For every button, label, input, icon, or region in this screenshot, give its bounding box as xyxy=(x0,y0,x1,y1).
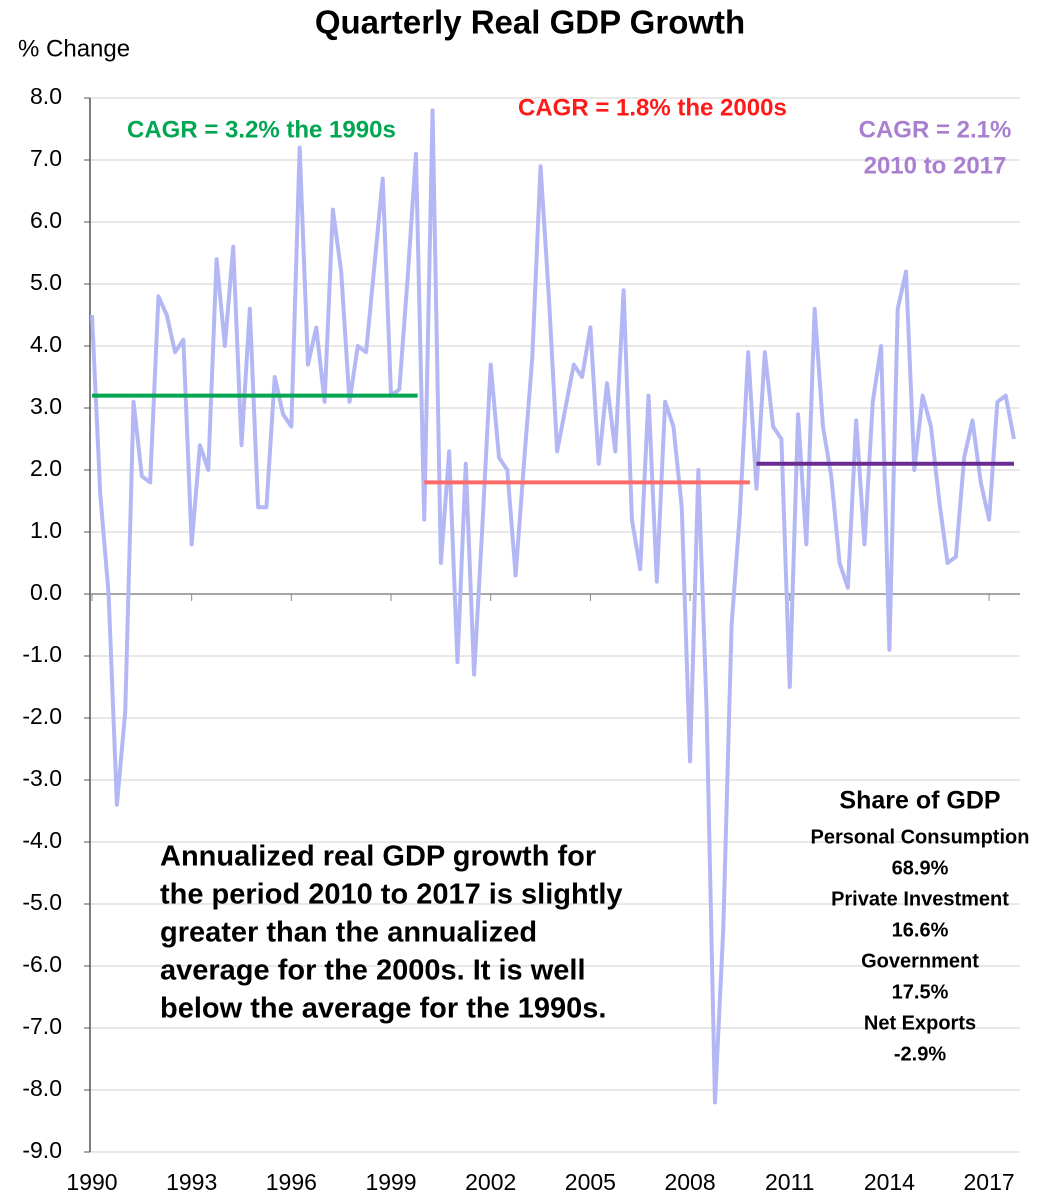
data-line xyxy=(90,108,1016,1105)
annotation: CAGR = 3.2% the 1990s xyxy=(127,116,396,143)
y-tick-label: 7.0 xyxy=(30,145,62,171)
x-tick-label: 1993 xyxy=(166,1169,217,1195)
annotation: Personal Consumption xyxy=(811,826,1030,848)
annotation: 16.6% xyxy=(892,919,949,941)
annotation: 17.5% xyxy=(892,981,949,1003)
annotation: Private Investment xyxy=(831,888,1009,910)
x-tick-label: 2011 xyxy=(765,1169,814,1195)
y-tick-label: 2.0 xyxy=(30,455,62,481)
y-tick-label: -7.0 xyxy=(22,1013,62,1039)
annotation: average for the 2000s. It is well xyxy=(160,955,586,987)
y-tick-label: -6.0 xyxy=(22,951,62,977)
annotation: CAGR = 2.1% xyxy=(859,116,1012,143)
x-tick-label: 2014 xyxy=(864,1169,915,1195)
y-tick-label: -9.0 xyxy=(22,1137,62,1163)
y-tick-label: 4.0 xyxy=(30,331,62,357)
x-tick-label: 1999 xyxy=(365,1169,416,1195)
x-tick-label: 2017 xyxy=(963,1169,1014,1195)
x-tick-label: 2008 xyxy=(664,1169,715,1195)
y-axis-label: % Change xyxy=(18,35,130,62)
annotation: 2010 to 2017 xyxy=(864,152,1007,179)
annotation: Government xyxy=(861,950,979,972)
x-tick-label: 1990 xyxy=(66,1169,117,1195)
y-tick-label: 8.0 xyxy=(30,83,62,109)
annotation: Share of GDP xyxy=(839,787,1000,815)
annotation: -2.9% xyxy=(894,1043,946,1065)
y-tick-label: 5.0 xyxy=(30,269,62,295)
x-tick-label: 2005 xyxy=(565,1169,616,1195)
x-tick-label: 1996 xyxy=(266,1169,317,1195)
y-tick-label: 1.0 xyxy=(30,517,62,543)
y-tick-label: 3.0 xyxy=(30,393,62,419)
y-tick-label: -3.0 xyxy=(22,765,62,791)
annotation: the period 2010 to 2017 is slightly xyxy=(160,879,623,911)
annotation: 68.9% xyxy=(892,857,949,879)
y-tick-label: -5.0 xyxy=(22,889,62,915)
chart-title: Quarterly Real GDP Growth xyxy=(315,4,745,41)
annotation: Annualized real GDP growth for xyxy=(160,841,596,873)
annotation: CAGR = 1.8% the 2000s xyxy=(518,94,787,121)
y-tick-label: -2.0 xyxy=(22,703,62,729)
y-tick-label: 6.0 xyxy=(30,207,62,233)
annotation: Net Exports xyxy=(864,1012,976,1034)
y-tick-label: -4.0 xyxy=(22,827,62,853)
annotation: greater than the annualized xyxy=(160,917,537,949)
y-tick-label: -8.0 xyxy=(22,1075,62,1101)
x-tick-label: 2002 xyxy=(465,1169,516,1195)
y-tick-label: -1.0 xyxy=(22,641,62,667)
y-tick-label: 0.0 xyxy=(30,579,62,605)
annotation: below the average for the 1990s. xyxy=(160,993,606,1025)
